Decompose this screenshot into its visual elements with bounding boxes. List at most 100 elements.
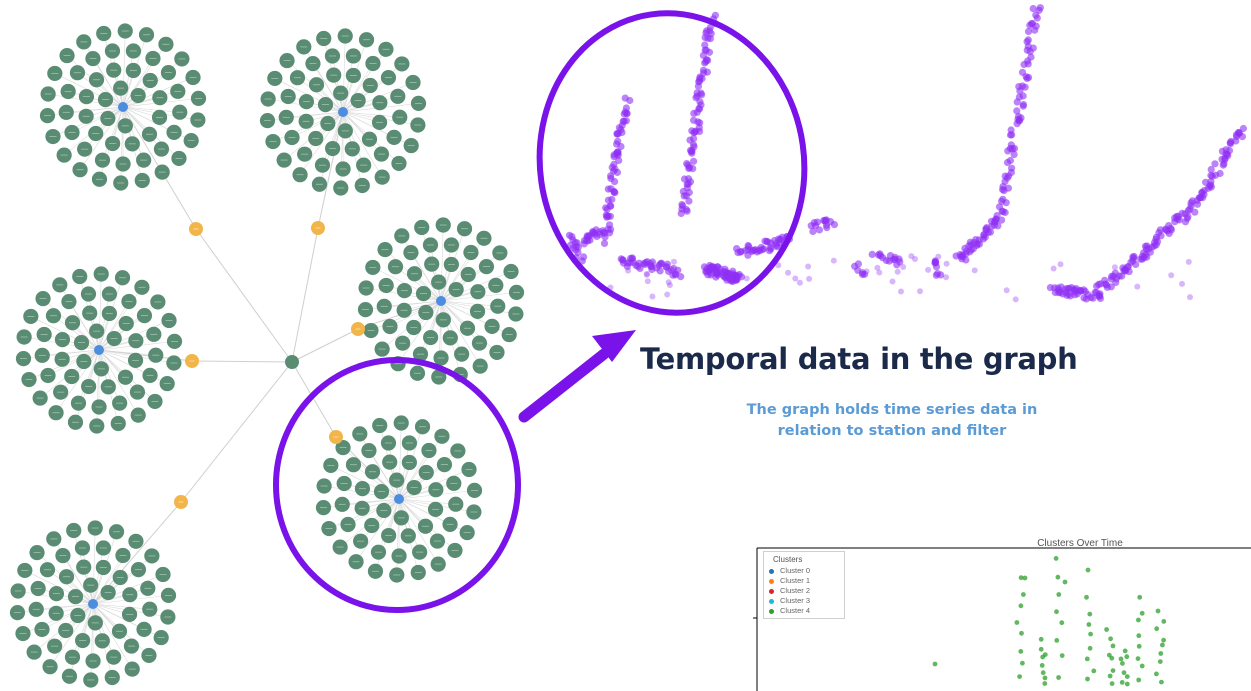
series-point (1028, 19, 1037, 28)
series-point (1024, 36, 1032, 44)
cluster-edge (430, 244, 442, 302)
arrow-head (592, 330, 636, 362)
cluster-edge (342, 63, 374, 113)
cluster-4-point (1059, 653, 1065, 658)
series-point (900, 264, 907, 270)
series-point (610, 160, 618, 168)
cluster-edge (84, 106, 124, 150)
series-point (698, 74, 706, 83)
series-point (995, 203, 1004, 211)
cluster-4-point (1110, 668, 1116, 673)
series-point (1191, 208, 1199, 216)
series-point (686, 136, 694, 144)
series-point (1184, 207, 1192, 215)
cluster-edge (342, 111, 364, 166)
series-point (1168, 272, 1175, 279)
cluster-4-point (1136, 617, 1141, 623)
cluster-edge (288, 96, 344, 113)
series-point (1207, 165, 1215, 174)
cluster-edge (342, 77, 389, 113)
series-point (690, 157, 698, 165)
cluster-edge (41, 603, 94, 630)
cluster-edge (388, 442, 400, 500)
cluster-edge (122, 58, 154, 108)
series-point (701, 46, 709, 54)
cluster-edge (92, 603, 132, 647)
station-clusters (9, 23, 525, 688)
series-point (908, 253, 915, 260)
series-point (744, 241, 752, 250)
cluster-edge (304, 111, 344, 155)
cluster-edge (98, 349, 120, 404)
cluster-edge (386, 285, 442, 302)
legend-label: Cluster 0 (780, 566, 811, 575)
cluster-4-point (1124, 681, 1130, 687)
cluster-edge (98, 349, 156, 356)
cluster-4-point (1104, 627, 1109, 632)
station-cluster (15, 266, 183, 434)
edge (180, 361, 293, 503)
cluster-4-point (1109, 681, 1115, 686)
cluster-4-point (1038, 636, 1044, 642)
cluster-4-point (1122, 648, 1128, 654)
series-point (605, 221, 614, 229)
series-point (763, 238, 772, 246)
series-point (1006, 156, 1015, 165)
station-cluster (357, 217, 525, 385)
cluster-4-point (1056, 592, 1062, 597)
series-point (664, 291, 671, 298)
series-point (1187, 294, 1193, 301)
cluster-edge (398, 498, 420, 553)
series-point (1216, 169, 1224, 178)
cluster-4-point (1158, 651, 1164, 656)
series-point (606, 202, 614, 210)
series-point (1207, 178, 1215, 186)
series-point (670, 264, 678, 273)
cluster-4-point (1084, 594, 1089, 600)
cluster-edge (92, 588, 148, 605)
series-point (1185, 258, 1192, 265)
cluster-edge (77, 72, 124, 108)
edge (291, 227, 319, 363)
cluster-4-point (1056, 675, 1061, 680)
series-point (1032, 11, 1040, 19)
series-point (1115, 272, 1123, 280)
series-point (1024, 27, 1033, 36)
cluster-edge (53, 315, 100, 351)
cluster-edge (353, 464, 400, 500)
series-point (943, 274, 950, 281)
cluster-4-point (1155, 608, 1161, 614)
cluster-edge (332, 55, 344, 113)
series-point (806, 275, 813, 282)
series-point (657, 260, 665, 268)
legend-marker (769, 578, 774, 584)
series-point (1235, 129, 1243, 137)
cluster-edge (297, 77, 344, 113)
series-point (698, 91, 706, 99)
subtitle-line: The graph holds time series data in (746, 402, 1038, 418)
cluster-edge (47, 349, 100, 376)
series-point (792, 275, 799, 282)
station-node (118, 102, 128, 112)
series-point (986, 228, 995, 236)
cluster-4-point (1160, 642, 1165, 648)
station-cluster (259, 28, 427, 196)
series-point (980, 231, 988, 239)
series-point (876, 269, 883, 276)
station-cluster (315, 415, 483, 583)
legend-label: Cluster 3 (780, 596, 811, 605)
legend-item: Cluster 0 (769, 566, 839, 576)
series-point (1101, 276, 1109, 284)
series-point (815, 226, 824, 234)
series-point (619, 256, 627, 264)
cluster-edge (291, 111, 344, 138)
series-point (619, 117, 627, 125)
cluster-edge (82, 547, 94, 605)
cluster-edge (360, 498, 400, 542)
series-point (971, 267, 978, 274)
series-point (643, 271, 650, 278)
cluster-edge (44, 334, 100, 351)
series-point (684, 175, 693, 183)
series-point (931, 257, 938, 264)
cluster-edge (92, 603, 150, 610)
